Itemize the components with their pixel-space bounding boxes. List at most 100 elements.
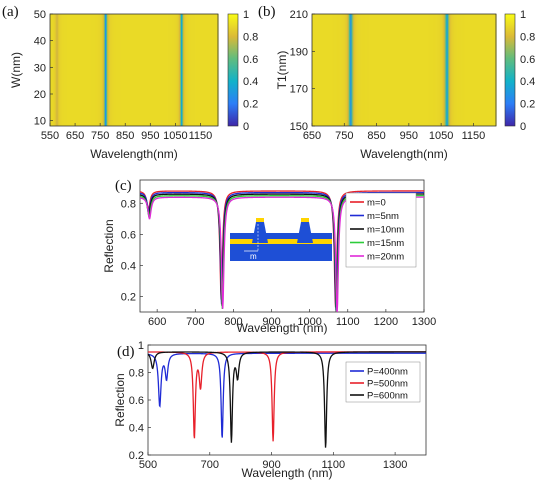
heatmap-cell — [416, 14, 418, 126]
heatmap-cell — [342, 14, 345, 126]
heatmap-cell — [312, 14, 314, 126]
heatmap-cell — [120, 14, 122, 126]
x-tick-label: 750 — [335, 130, 353, 142]
heatmap-cell — [177, 14, 179, 126]
heatmap-cell — [331, 14, 334, 126]
heatmap-cell — [75, 14, 77, 126]
heatmap-cell — [156, 14, 158, 126]
heatmap-cell — [326, 14, 328, 126]
heatmap-cell — [419, 14, 422, 126]
heatmap-cell — [406, 14, 408, 126]
heatmap-b-xlabel: Wavelength(nm) — [360, 147, 448, 161]
colorbar-tick-label: 0.2 — [243, 99, 258, 111]
heatmap-cell — [468, 14, 471, 126]
heatmap-cell — [336, 14, 338, 126]
heatmap-cell — [140, 14, 142, 126]
heatmap-cell — [384, 14, 386, 126]
y-tick-label: 210 — [290, 9, 308, 21]
heatmap-cell — [207, 14, 209, 126]
heatmap-cell — [133, 14, 135, 126]
heatmap-cell — [196, 14, 198, 126]
colorbar-a-ticks: 0 0.2 0.4 0.6 0.8 1 — [243, 9, 258, 133]
heatmap-cell — [478, 14, 481, 126]
heatmap-cell — [481, 14, 484, 126]
heatmap-cell — [492, 14, 495, 126]
heatmap-cell — [113, 14, 115, 126]
heatmap-cell — [175, 14, 177, 126]
heatmap-cell — [176, 14, 178, 126]
heatmap-cell — [182, 14, 184, 126]
heatmap-cell — [168, 14, 170, 126]
heatmap-a-xticks: 550 650 750 850 950 1050 1150 — [41, 123, 212, 142]
heatmap-cell — [395, 14, 397, 126]
heatmap-cell — [169, 14, 171, 126]
heatmap-cell — [199, 14, 201, 126]
inset-gold-layer — [230, 239, 332, 244]
y-tick-label: 30 — [34, 62, 46, 74]
heatmap-cell — [474, 14, 476, 126]
heatmap-cell — [206, 14, 208, 126]
heatmap-cell — [389, 14, 392, 126]
heatmap-a-ylabel: W(nm) — [9, 52, 23, 88]
inset-ridge-cap-left — [256, 218, 264, 222]
inset-label-m: m — [250, 252, 257, 261]
heatmap-cell — [143, 14, 145, 126]
heatmap-cell — [363, 14, 366, 126]
heatmap-cell — [101, 14, 103, 126]
heatmap-cell — [110, 14, 112, 126]
heatmap-cell — [348, 14, 350, 126]
heatmap-cell — [440, 14, 442, 126]
heatmap-cell — [489, 14, 492, 126]
heatmap-cell — [194, 14, 196, 126]
heatmap-cell — [417, 14, 419, 126]
inset-substrate — [230, 233, 332, 261]
heatmap-cell — [160, 14, 162, 126]
heatmap-cell — [445, 14, 448, 126]
heatmap-cell — [458, 14, 461, 126]
heatmap-cell — [364, 14, 367, 126]
x-tick-label: 1100 — [322, 459, 346, 471]
heatmap-cell — [344, 14, 347, 126]
y-tick-label: 10 — [34, 116, 46, 128]
heatmap-cell — [349, 14, 351, 126]
x-tick-label: 1150 — [189, 130, 213, 142]
heatmap-cell — [107, 14, 109, 126]
x-tick-label: 600 — [148, 316, 166, 328]
heatmap-cell — [91, 14, 93, 126]
heatmap-cell — [338, 14, 340, 126]
heatmap-cell — [411, 14, 414, 126]
heatmap-cell — [423, 14, 426, 126]
heatmap-cell — [432, 14, 435, 126]
x-tick-label: 1300 — [412, 316, 436, 328]
heatmap-cell — [427, 14, 429, 126]
heatmap-cell — [321, 14, 324, 126]
heatmap-cell — [343, 14, 346, 126]
heatmap-cell — [135, 14, 137, 126]
heatmap-cell — [191, 14, 193, 126]
heatmap-cell — [153, 14, 155, 126]
heatmap-cell — [370, 14, 372, 126]
line-d-xlabel: Wavelength (nm) — [242, 466, 333, 480]
legend-entry: P=400nm — [367, 367, 408, 378]
heatmap-cell — [61, 14, 63, 126]
heatmap-a-yticks: 10 20 30 40 50 — [34, 9, 53, 128]
heatmap-cell — [358, 14, 360, 126]
heatmap-cell — [83, 14, 85, 126]
heatmap-b-xticks: 650 750 850 950 1050 1150 — [303, 123, 485, 142]
heatmap-cell — [365, 14, 368, 126]
heatmap-cell — [214, 14, 216, 126]
x-tick-label: 1150 — [462, 130, 486, 142]
y-tick-label: 190 — [290, 46, 308, 58]
heatmap-b-frame — [311, 13, 497, 127]
heatmap-cell — [385, 14, 388, 126]
heatmap-cell — [87, 14, 89, 126]
heatmap-cell — [333, 14, 336, 126]
colorbar-a — [227, 13, 239, 127]
heatmap-cell — [72, 14, 74, 126]
structure-inset: m — [230, 218, 332, 261]
heatmap-cell — [378, 14, 381, 126]
heatmap-cell — [56, 14, 58, 126]
heatmap-cell — [188, 14, 190, 126]
